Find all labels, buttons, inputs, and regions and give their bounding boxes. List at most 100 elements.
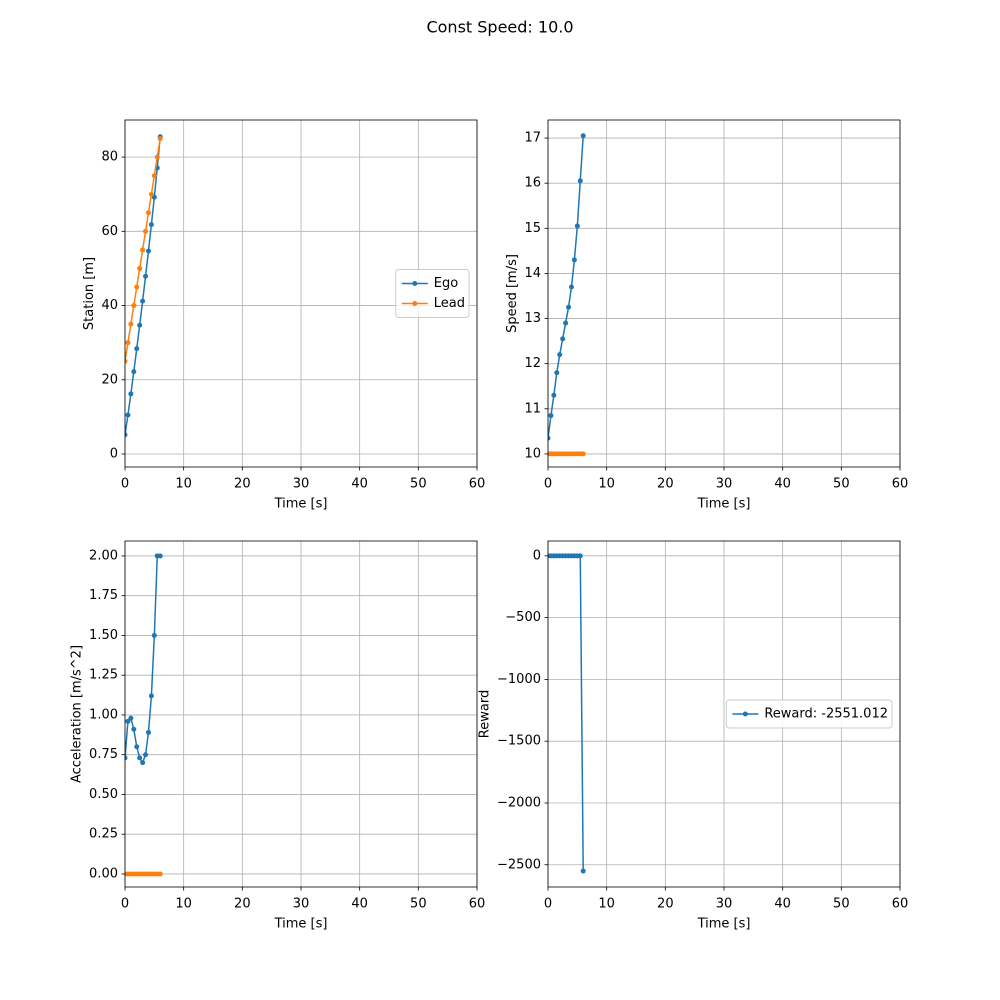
x-tick-label: 40: [351, 477, 368, 492]
y-tick-label: −1000: [497, 672, 541, 687]
y-tick-label: −2500: [497, 857, 541, 872]
x-tick-label: 60: [892, 897, 909, 912]
point: [154, 154, 160, 160]
point: [125, 358, 128, 364]
x-tick-label: 50: [833, 897, 850, 912]
legend: Reward: -2551.012: [725, 699, 893, 729]
y-tick-label: −1500: [497, 734, 541, 749]
x-tick-label: 60: [469, 897, 486, 912]
point: [571, 257, 577, 263]
legend-box: [725, 699, 893, 729]
x-tick-label: 50: [410, 477, 427, 492]
x-tick-label: 40: [774, 477, 791, 492]
point: [580, 451, 586, 457]
y-axis-label: Reward: [478, 690, 493, 738]
point: [577, 178, 583, 184]
x-tick-label: 0: [121, 897, 129, 912]
y-tick-label: 12: [524, 356, 541, 371]
point: [577, 553, 583, 559]
y-tick-label: 20: [101, 372, 118, 387]
y-tick-label: 16: [524, 176, 541, 191]
y-tick-label: 0.00: [89, 866, 118, 881]
point: [148, 693, 154, 699]
y-tick-label: 1.75: [89, 588, 118, 603]
point: [548, 435, 551, 441]
legend-marker: [412, 301, 418, 306]
y-tick-label: 1.00: [89, 707, 118, 722]
x-axis-label: Time [s]: [274, 497, 328, 512]
point: [551, 392, 557, 398]
x-tick-label: 20: [657, 897, 674, 912]
y-tick-label: 1.50: [89, 628, 118, 643]
point: [140, 247, 146, 253]
point: [125, 432, 128, 438]
y-tick-label: 11: [524, 401, 541, 416]
legend-marker: [742, 711, 748, 717]
y-tick-label: 60: [101, 224, 118, 239]
x-tick-label: 60: [892, 477, 909, 492]
point: [134, 346, 140, 352]
y-tick-label: 40: [101, 298, 118, 313]
point: [557, 352, 563, 358]
point: [148, 191, 154, 197]
point: [125, 340, 131, 346]
point: [151, 632, 157, 638]
point: [548, 413, 554, 419]
y-tick-label: 0.25: [89, 827, 118, 842]
x-tick-label: 60: [469, 477, 486, 492]
y-tick-label: −500: [505, 610, 541, 625]
axes-frame: [124, 540, 478, 888]
point: [128, 391, 134, 397]
point: [143, 228, 149, 234]
y-tick-label: 10: [524, 446, 541, 461]
x-axis-label: Time [s]: [697, 497, 751, 512]
legend: Ego Lead: [395, 269, 470, 318]
y-axis-label: Station [m]: [82, 257, 97, 330]
point: [145, 729, 151, 735]
point: [128, 715, 134, 721]
y-tick-label: 15: [524, 221, 541, 236]
point: [131, 303, 137, 309]
x-tick-label: 30: [293, 477, 310, 492]
legend-label: Ego: [434, 276, 458, 291]
x-tick-label: 30: [716, 477, 733, 492]
axes-frame: [547, 119, 901, 468]
x-tick-label: 30: [293, 897, 310, 912]
y-tick-label: 80: [101, 150, 118, 165]
x-tick-label: 20: [657, 477, 674, 492]
point: [134, 744, 140, 750]
point: [145, 210, 151, 216]
y-tick-label: 17: [524, 131, 541, 146]
y-tick-label: 0.50: [89, 787, 118, 802]
point: [125, 718, 131, 724]
y-tick-label: 0.75: [89, 747, 118, 762]
point: [574, 223, 580, 229]
point: [568, 284, 574, 290]
point: [560, 336, 566, 342]
point: [143, 273, 149, 279]
point: [145, 248, 151, 254]
x-tick-label: 10: [598, 897, 615, 912]
x-tick-label: 10: [598, 477, 615, 492]
y-axis-label: Acceleration [m/s^2]: [70, 645, 85, 783]
point: [157, 136, 163, 142]
legend-label: Lead: [434, 296, 465, 311]
point: [143, 752, 149, 758]
x-tick-label: 40: [774, 897, 791, 912]
y-tick-label: 1.25: [89, 668, 118, 683]
axes-frame: [547, 540, 901, 888]
x-tick-label: 40: [351, 897, 368, 912]
point: [137, 265, 143, 271]
point: [137, 322, 143, 328]
x-tick-label: 50: [410, 897, 427, 912]
figure-title: Const Speed: 10.0: [426, 18, 573, 37]
point: [151, 173, 157, 179]
point: [148, 222, 154, 228]
x-tick-label: 0: [121, 477, 129, 492]
point: [157, 871, 163, 877]
legend-marker: [412, 281, 418, 286]
point: [554, 370, 560, 376]
point: [125, 755, 128, 761]
x-tick-label: 0: [544, 897, 552, 912]
